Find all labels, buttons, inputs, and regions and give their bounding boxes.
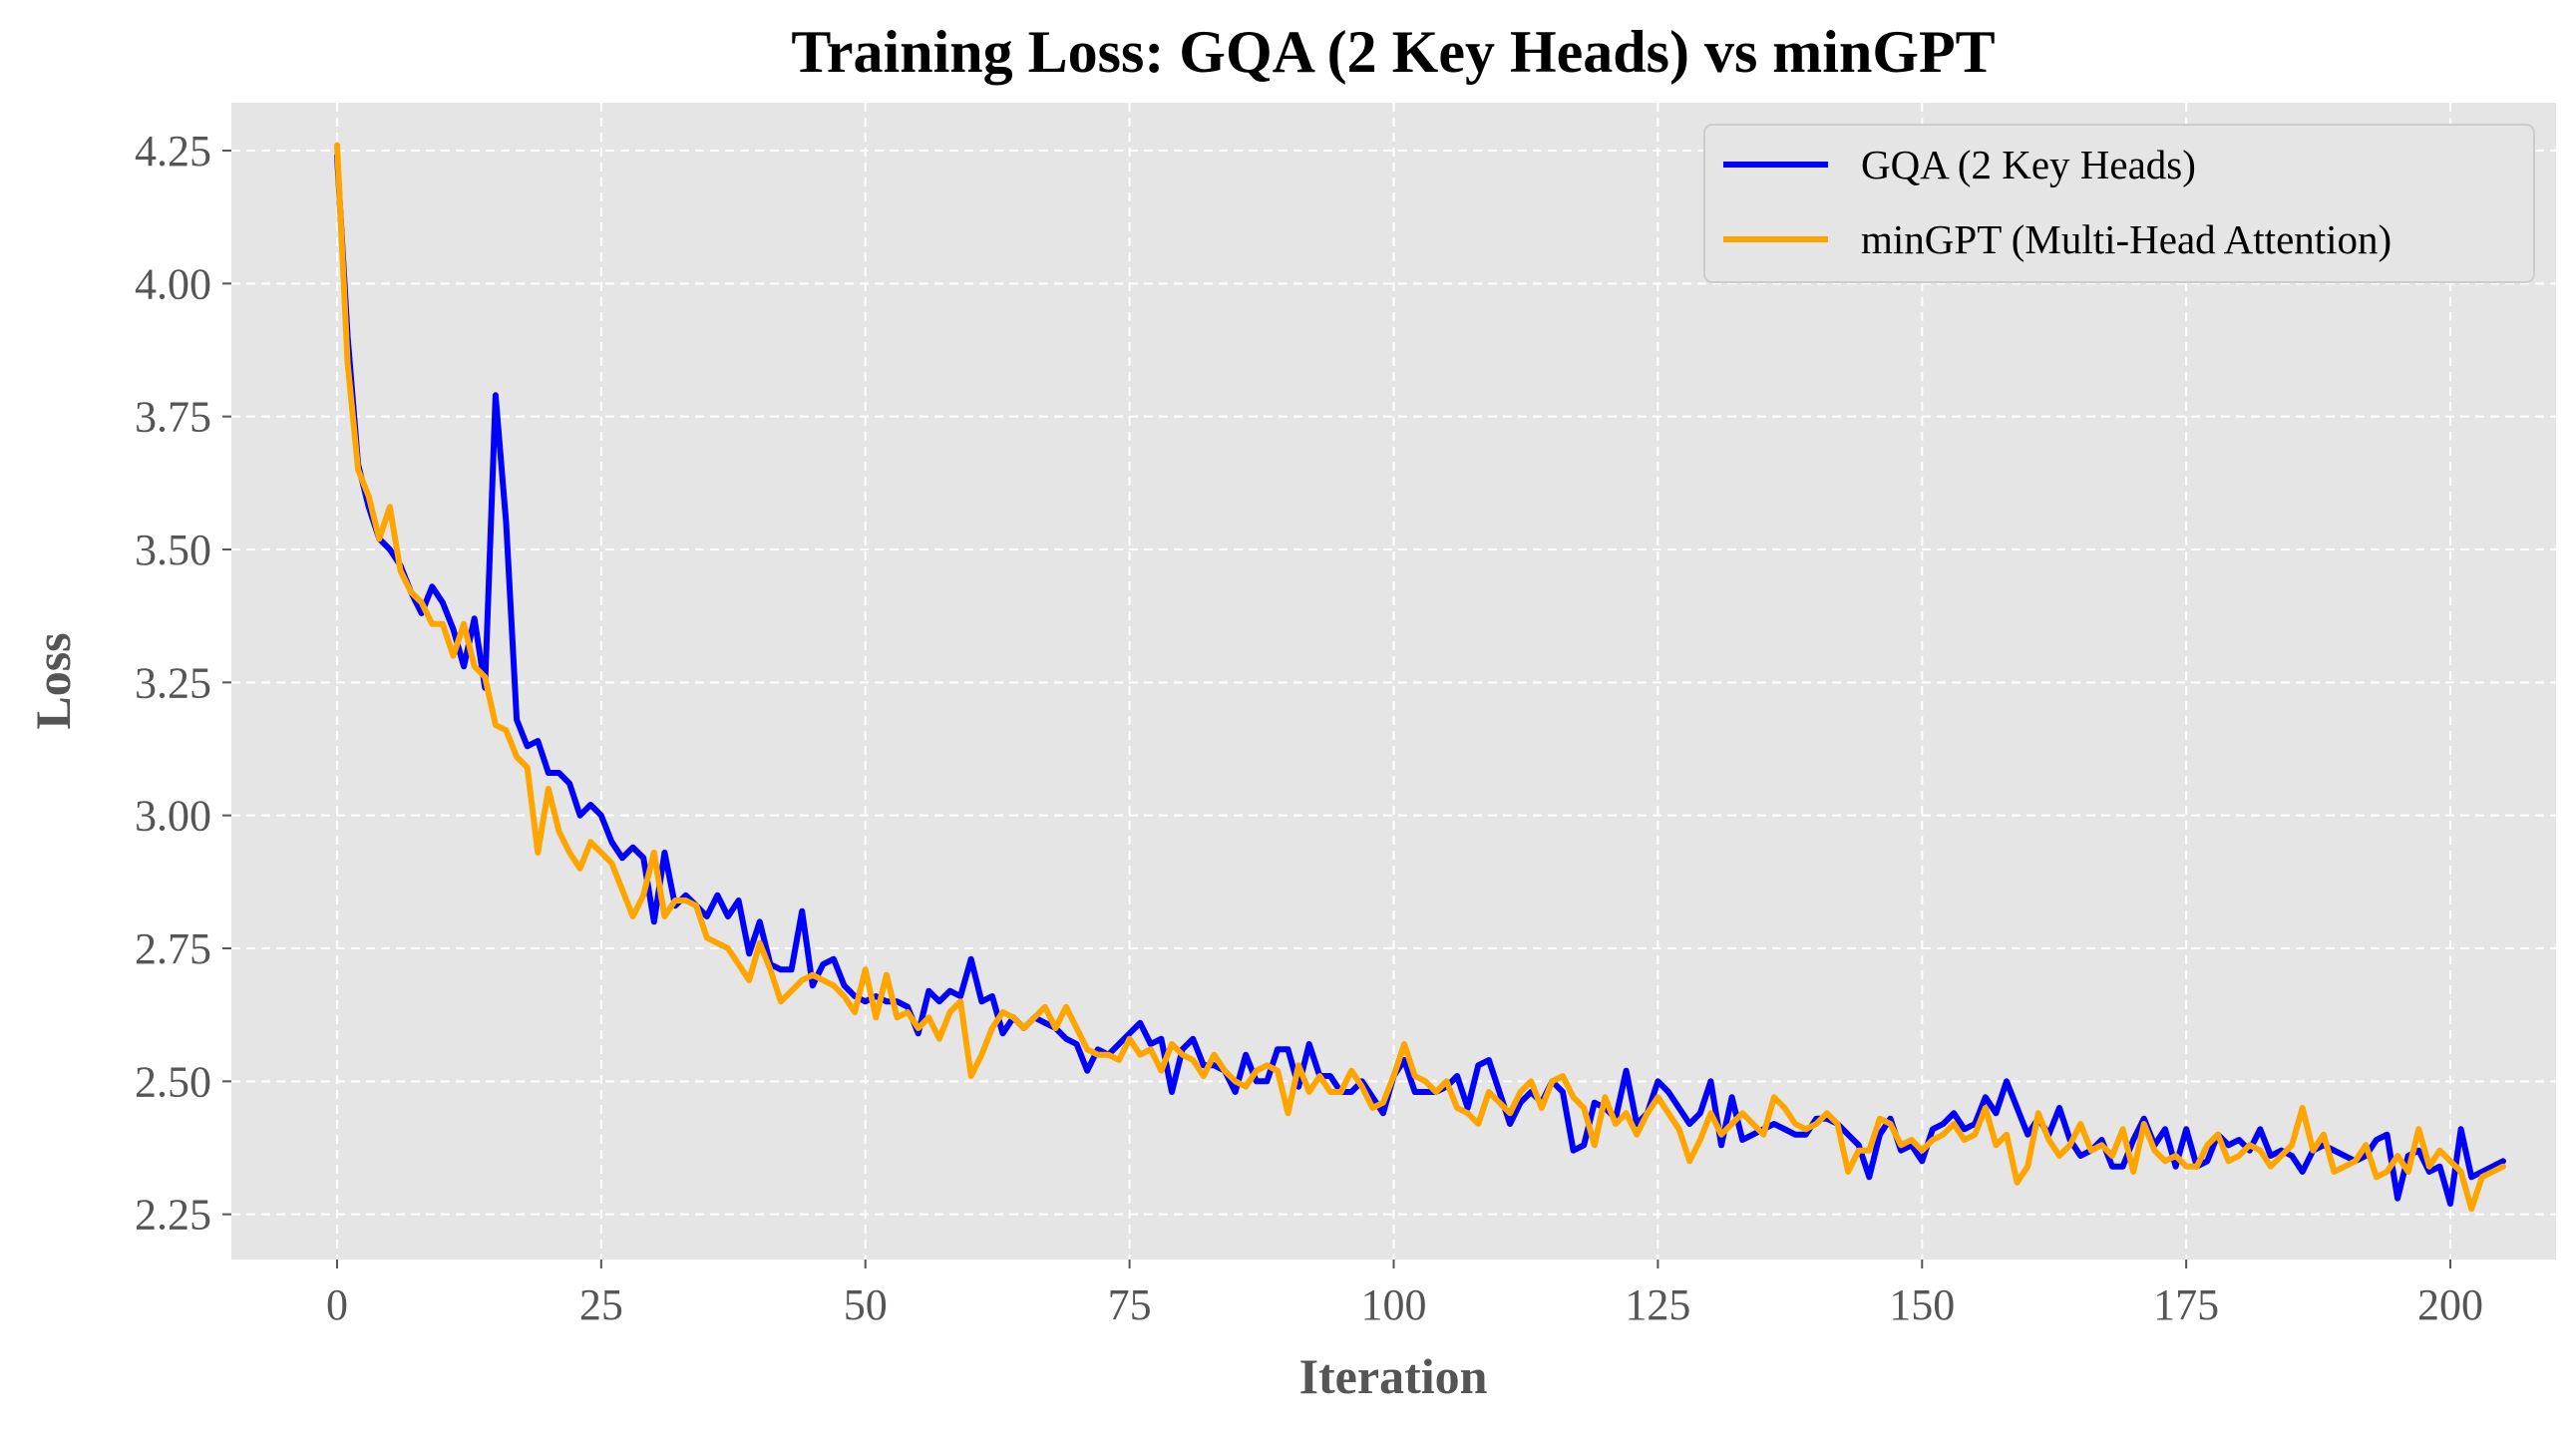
y-axis-label: Loss (25, 632, 81, 729)
chart-title: Training Loss: GQA (2 Key Heads) vs minG… (791, 19, 1995, 85)
x-axis-label: Iteration (1299, 1348, 1488, 1404)
legend-label-gqa: GQA (2 Key Heads) (1861, 142, 2196, 187)
legend-box (1703, 124, 2535, 283)
y-tick-label: 4.25 (135, 127, 211, 176)
x-tick-label: 100 (1361, 1280, 1427, 1329)
x-tick-label: 125 (1625, 1280, 1690, 1329)
x-tick-label: 0 (326, 1280, 348, 1329)
y-tick-label: 3.25 (135, 658, 211, 707)
y-tick-label: 3.50 (135, 526, 211, 574)
x-tick-label: 50 (844, 1280, 888, 1329)
y-tick-label: 3.00 (135, 792, 211, 841)
y-tick-label: 2.25 (135, 1191, 211, 1240)
x-tick-label: 75 (1108, 1280, 1152, 1329)
x-tick-label: 175 (2153, 1280, 2219, 1329)
x-axis-ticks: 0 25 50 75 100 125 150 175 200 (326, 1259, 2483, 1329)
y-tick-label: 4.00 (135, 259, 211, 308)
legend: GQA (2 Key Heads) minGPT (Multi-Head Att… (1703, 124, 2535, 283)
y-tick-label: 3.75 (135, 393, 211, 442)
legend-label-mingpt: minGPT (Multi-Head Attention) (1861, 216, 2392, 262)
y-tick-label: 2.50 (135, 1057, 211, 1106)
series-lines (334, 142, 2506, 1213)
x-tick-label: 150 (1889, 1280, 1955, 1329)
x-tick-label: 200 (2417, 1280, 2483, 1329)
y-axis-ticks: 2.25 2.50 2.75 3.00 3.25 3.50 3.75 4.00 4.25 (135, 127, 231, 1240)
x-tick-label: 25 (579, 1280, 623, 1329)
series-line-1 (334, 142, 2506, 1213)
y-tick-label: 2.75 (135, 924, 211, 973)
